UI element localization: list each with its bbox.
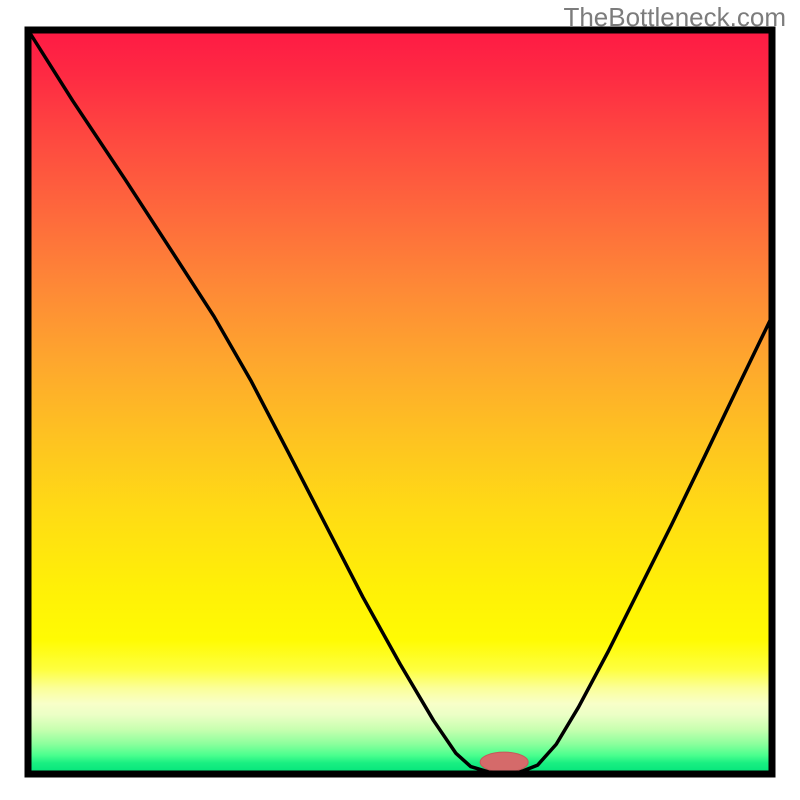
bottleneck-chart (0, 0, 800, 800)
watermark-text: TheBottleneck.com (563, 2, 786, 33)
chart-container: TheBottleneck.com (0, 0, 800, 800)
optimal-marker (480, 752, 528, 772)
